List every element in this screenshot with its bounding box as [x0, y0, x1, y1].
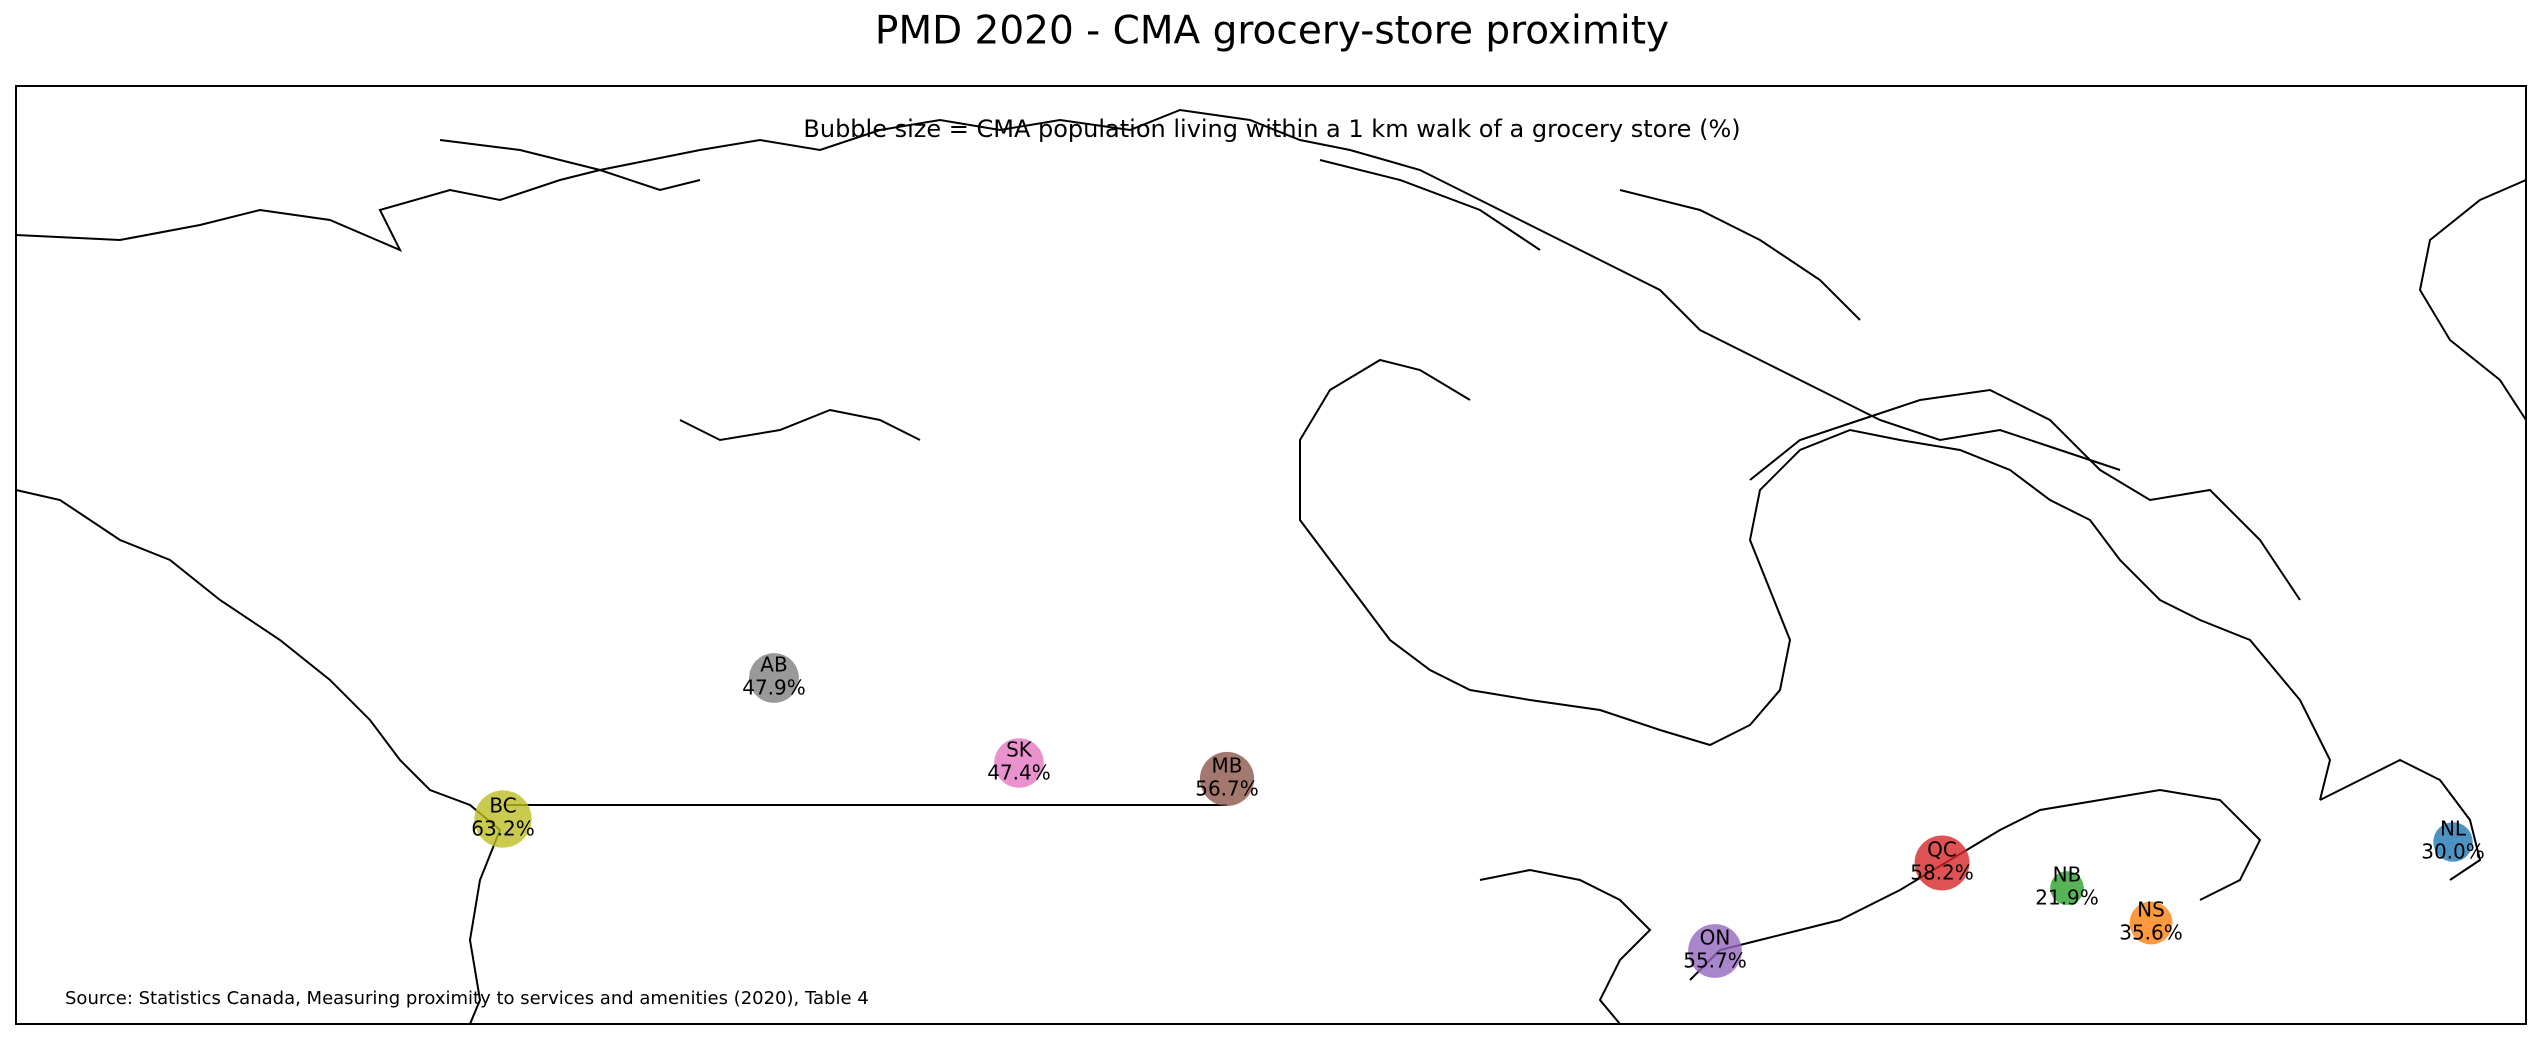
map-frame: [15, 85, 2527, 1025]
bubble: [2129, 901, 2173, 945]
bubble: [1914, 835, 1970, 891]
value-label: 55.7%: [1683, 949, 1747, 973]
value-label: 56.7%: [1195, 777, 1259, 801]
bubble-label: NS: [2137, 898, 2165, 922]
bubble-label: QC: [1927, 838, 1957, 862]
bubble-label: SK: [1006, 738, 1033, 762]
bubble-label: ON: [1700, 926, 1731, 950]
value-label: 35.6%: [2119, 921, 2183, 945]
value-label: 47.9%: [742, 676, 806, 700]
bubble-label: AB: [760, 653, 787, 677]
bubble-label: NB: [2053, 863, 2082, 887]
coastlines: [15, 108, 2527, 1025]
arctic-islands: [439, 139, 1861, 442]
bubble-label: NL: [2440, 817, 2467, 841]
value-label: 21.9%: [2035, 886, 2099, 910]
bubble: [474, 790, 532, 848]
map-title: PMD 2020 - CMA grocery-store proximity: [875, 9, 1669, 54]
source-note: Source: Statistics Canada, Measuring pro…: [65, 988, 869, 1009]
bubble-label: BC: [489, 794, 516, 818]
bubble: [749, 653, 799, 703]
coastline: [15, 108, 2121, 471]
map-subtitle: Bubble size = CMA population living with…: [803, 115, 1740, 143]
bubble: [1199, 751, 1255, 807]
bubble: [1688, 924, 1742, 978]
coastline: [15, 489, 502, 1025]
labrador: [2319, 758, 2482, 881]
hudson-strait: [1749, 388, 2301, 601]
greenland: [2418, 179, 2527, 421]
value-label: 63.2%: [471, 817, 535, 841]
value-label: 47.4%: [987, 761, 1051, 785]
bubble: [994, 738, 1044, 788]
bubble-label: MB: [1212, 754, 1243, 778]
value-label: 30.0%: [2421, 840, 2485, 864]
value-label: 58.2%: [1910, 861, 1974, 885]
bubble: [2050, 871, 2084, 905]
hudson-bay: [1299, 358, 2332, 801]
bubble: [2433, 822, 2473, 862]
great-lakes: [1479, 788, 2262, 1025]
